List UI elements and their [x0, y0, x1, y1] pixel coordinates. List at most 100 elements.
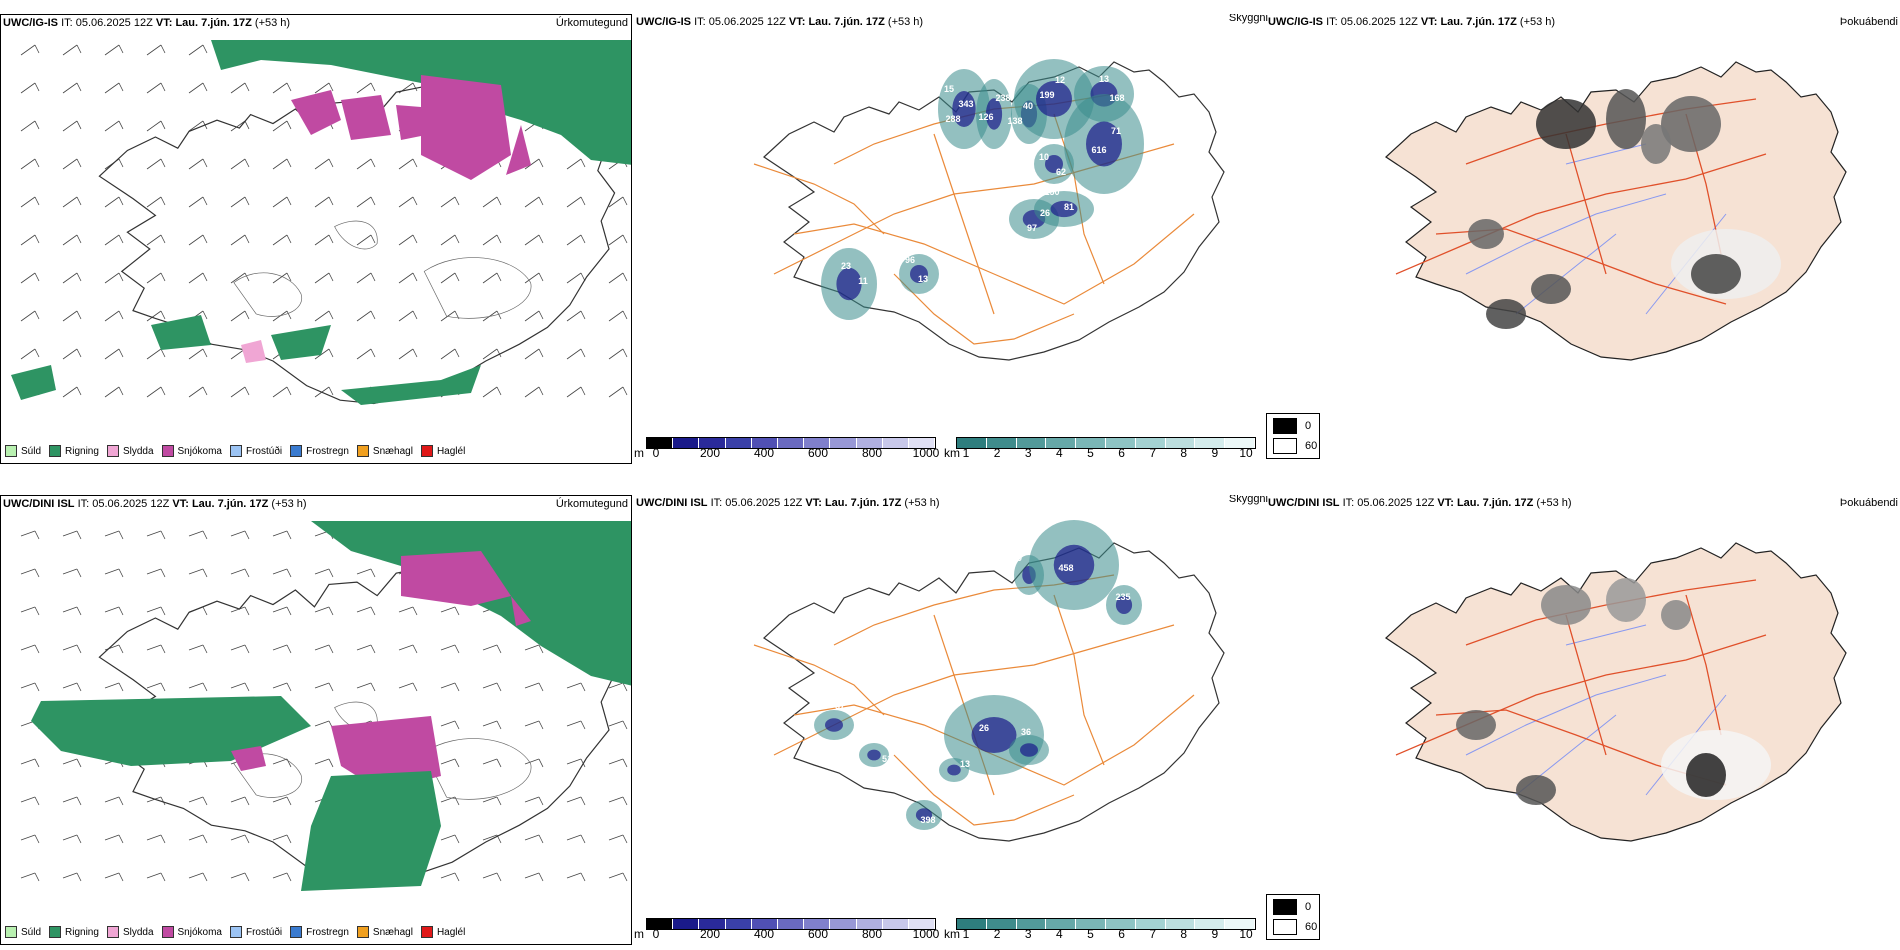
wind-barb	[524, 720, 540, 727]
road	[893, 754, 1075, 826]
wind-barb	[146, 682, 162, 689]
wind-barb-feather	[622, 234, 628, 244]
wind-barb-feather	[34, 568, 40, 578]
colorbar-unit: km	[944, 927, 960, 941]
wind-barb-feather	[160, 82, 166, 92]
wind-barb	[20, 644, 36, 651]
wind-barb	[188, 234, 204, 246]
ceiling-value-label: 126	[978, 112, 993, 122]
wind-barb	[104, 872, 120, 879]
wind-barb-feather	[34, 796, 40, 806]
wind-barb	[482, 644, 498, 651]
wind-barb-feather	[496, 644, 502, 654]
wind-barb	[566, 872, 582, 879]
wind-barb-feather	[580, 386, 586, 396]
wind-barb	[440, 720, 456, 727]
low-ceiling-area	[1020, 743, 1038, 757]
wind-barb-feather	[118, 120, 124, 130]
wind-barb	[524, 758, 540, 765]
wind-barb	[230, 158, 246, 170]
panel-title: UWC/IG-IS IT: 05.06.2025 12Z VT: Lau. 7.…	[1268, 16, 1556, 28]
wind-barb	[146, 606, 162, 613]
wind-barb-feather	[202, 682, 208, 692]
ceiling-value-label: 13	[1099, 74, 1109, 84]
wind-barb	[272, 872, 288, 879]
wind-barb-feather	[118, 158, 124, 168]
wind-barb	[20, 530, 36, 537]
wind-barb-feather	[286, 158, 292, 168]
ceiling-value-label: 26	[1040, 208, 1050, 218]
wind-barb	[272, 568, 288, 575]
ceiling-value-label: 616	[1091, 145, 1106, 155]
wind-barb	[146, 310, 162, 322]
wind-barb-feather	[496, 720, 502, 730]
wind-barb	[20, 234, 36, 246]
wind-barb	[188, 682, 204, 689]
wind-barb	[62, 272, 78, 284]
wind-barb	[272, 196, 288, 208]
wind-barb	[314, 196, 330, 208]
wind-barb	[230, 644, 246, 651]
wind-barb	[482, 834, 498, 841]
rain-area	[311, 521, 631, 686]
low-ceiling-area	[915, 808, 933, 822]
wind-barb-feather	[160, 568, 166, 578]
colorbar-segment	[882, 919, 909, 929]
legend-swatch	[420, 926, 433, 938]
wind-barb-feather	[412, 234, 418, 244]
wind-barb	[524, 796, 540, 803]
snow-area	[401, 551, 511, 606]
wind-barb-feather	[412, 682, 418, 692]
wind-barb-feather	[580, 720, 586, 730]
legend-swatch	[420, 445, 433, 457]
wind-barb-feather	[160, 120, 166, 130]
wind-barb	[566, 310, 582, 322]
wind-barb	[104, 386, 120, 398]
ceiling-value-label: 288	[945, 114, 960, 124]
legend-swatch	[161, 445, 174, 457]
colorbar-segment	[804, 919, 831, 929]
wind-barb-feather	[34, 158, 40, 168]
ceiling-value-label: 19	[1012, 553, 1022, 563]
wind-barb-feather	[76, 530, 82, 540]
wind-barb	[20, 310, 36, 322]
wind-barb	[314, 644, 330, 651]
ceiling-value-label: 398	[920, 815, 935, 825]
wind-barb	[440, 872, 456, 879]
wind-barb	[20, 44, 36, 56]
wind-barb-feather	[328, 348, 334, 358]
wind-barb-feather	[34, 44, 40, 54]
road	[1685, 594, 1722, 736]
wind-barb-feather	[118, 568, 124, 578]
wind-barb-feather	[34, 644, 40, 654]
wind-barb	[440, 834, 456, 841]
colorbar-segment	[699, 438, 726, 448]
wind-barb	[188, 348, 204, 360]
wind-barb	[62, 530, 78, 537]
rain-area	[11, 365, 56, 400]
legend-label: Slydda	[122, 926, 154, 938]
fog-map-top	[1385, 61, 1847, 361]
wind-barb-feather	[244, 796, 250, 806]
rain-area	[31, 696, 311, 766]
colorbar-segment	[1016, 438, 1047, 448]
wind-barb	[230, 234, 246, 246]
wind-barb	[146, 530, 162, 537]
legend-label: Frostregn	[306, 445, 349, 457]
colorbar-segment	[1105, 919, 1136, 929]
wind-barb	[20, 796, 36, 803]
snow-area	[396, 105, 426, 140]
wind-barb	[356, 82, 372, 94]
wind-barb	[608, 758, 624, 765]
colorbar-segment	[957, 919, 987, 929]
ceiling-value-label: 168	[1109, 93, 1124, 103]
colorbar-tick-label: 7	[1149, 927, 1156, 941]
colorbar-tick-label: 0	[652, 927, 660, 941]
rain-area	[301, 771, 441, 891]
wind-barb-feather	[370, 310, 376, 320]
wind-barb-feather	[370, 272, 376, 282]
wind-barb-feather	[160, 196, 166, 206]
snow-area	[421, 75, 511, 180]
colorbar-tick-label: 9	[1211, 927, 1219, 941]
wind-barb	[20, 348, 36, 360]
